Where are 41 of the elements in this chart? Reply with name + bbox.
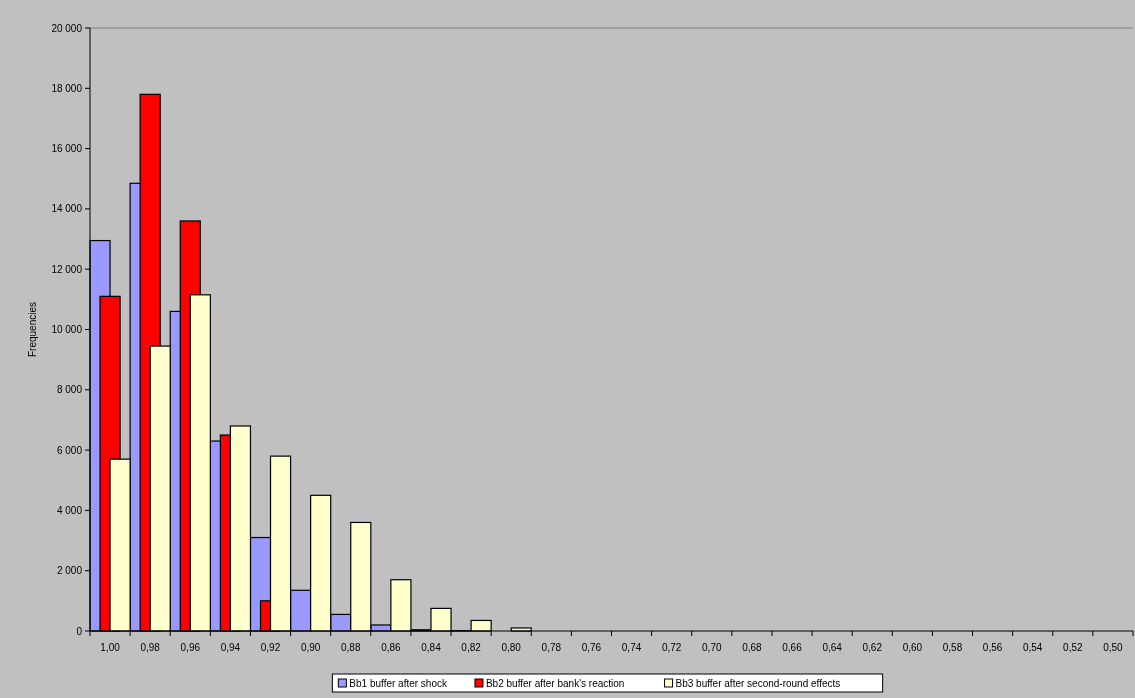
y-tick-label: 14 000: [51, 203, 83, 215]
x-tick-label: 0,92: [260, 642, 281, 653]
x-tick-label: 0,88: [341, 642, 361, 653]
x-tick-label: 0,98: [140, 642, 161, 653]
x-tick-label: 0,64: [822, 642, 843, 653]
x-tick-label: 0,80: [501, 642, 522, 653]
x-tick-label: 0,96: [180, 642, 201, 653]
x-tick-label: 0,62: [862, 642, 883, 653]
x-tick-label: 0,74: [621, 642, 642, 653]
x-tick-label: 0,52: [1063, 642, 1083, 653]
x-tick-label: 0,60: [902, 642, 923, 653]
x-tick-label: 0,72: [661, 642, 682, 653]
x-tick-label: 0,68: [742, 642, 763, 653]
x-tick-label: 0,66: [782, 642, 803, 653]
x-tick-label: 0,84: [421, 642, 442, 653]
x-tick-label: 1,00: [100, 642, 121, 653]
x-tick-label: 0,78: [541, 642, 562, 653]
y-tick-label: 16 000: [51, 143, 83, 155]
y-tick-label: 2 000: [56, 565, 83, 577]
y-tick-label: 10 000: [51, 324, 83, 335]
x-tick-label: 0,94: [220, 642, 241, 653]
x-tick-label: 0,82: [461, 642, 482, 653]
x-tick-label: 0,54: [1022, 642, 1043, 653]
legend-label: Bb2 buffer after bank's reaction: [485, 678, 625, 689]
x-tick-label: 0,70: [702, 642, 722, 653]
y-tick-label: 4 000: [56, 504, 83, 516]
y-tick-label: 18 000: [51, 82, 83, 94]
y-tick-label: 0: [76, 625, 83, 637]
legend-label: Bb3 buffer after second-round effects: [675, 678, 841, 689]
y-tick-label: 8 000: [56, 384, 83, 396]
x-tick-label: 0,58: [942, 642, 963, 653]
x-tick-label: 0,50: [1103, 642, 1124, 653]
y-tick-label: 6 000: [56, 444, 83, 456]
y-tick-label: 20 000: [51, 22, 83, 34]
y-tick-label: 12 000: [51, 263, 83, 275]
x-tick-label: 0,86: [381, 642, 402, 653]
x-tick-label: 0,90: [300, 642, 321, 653]
x-tick-label: 0,76: [581, 642, 602, 653]
x-tick-label: 0,56: [982, 642, 1003, 653]
legend-label: Bb1 buffer after shock: [349, 678, 448, 689]
y-axis-title: Frequencies: [27, 301, 38, 358]
